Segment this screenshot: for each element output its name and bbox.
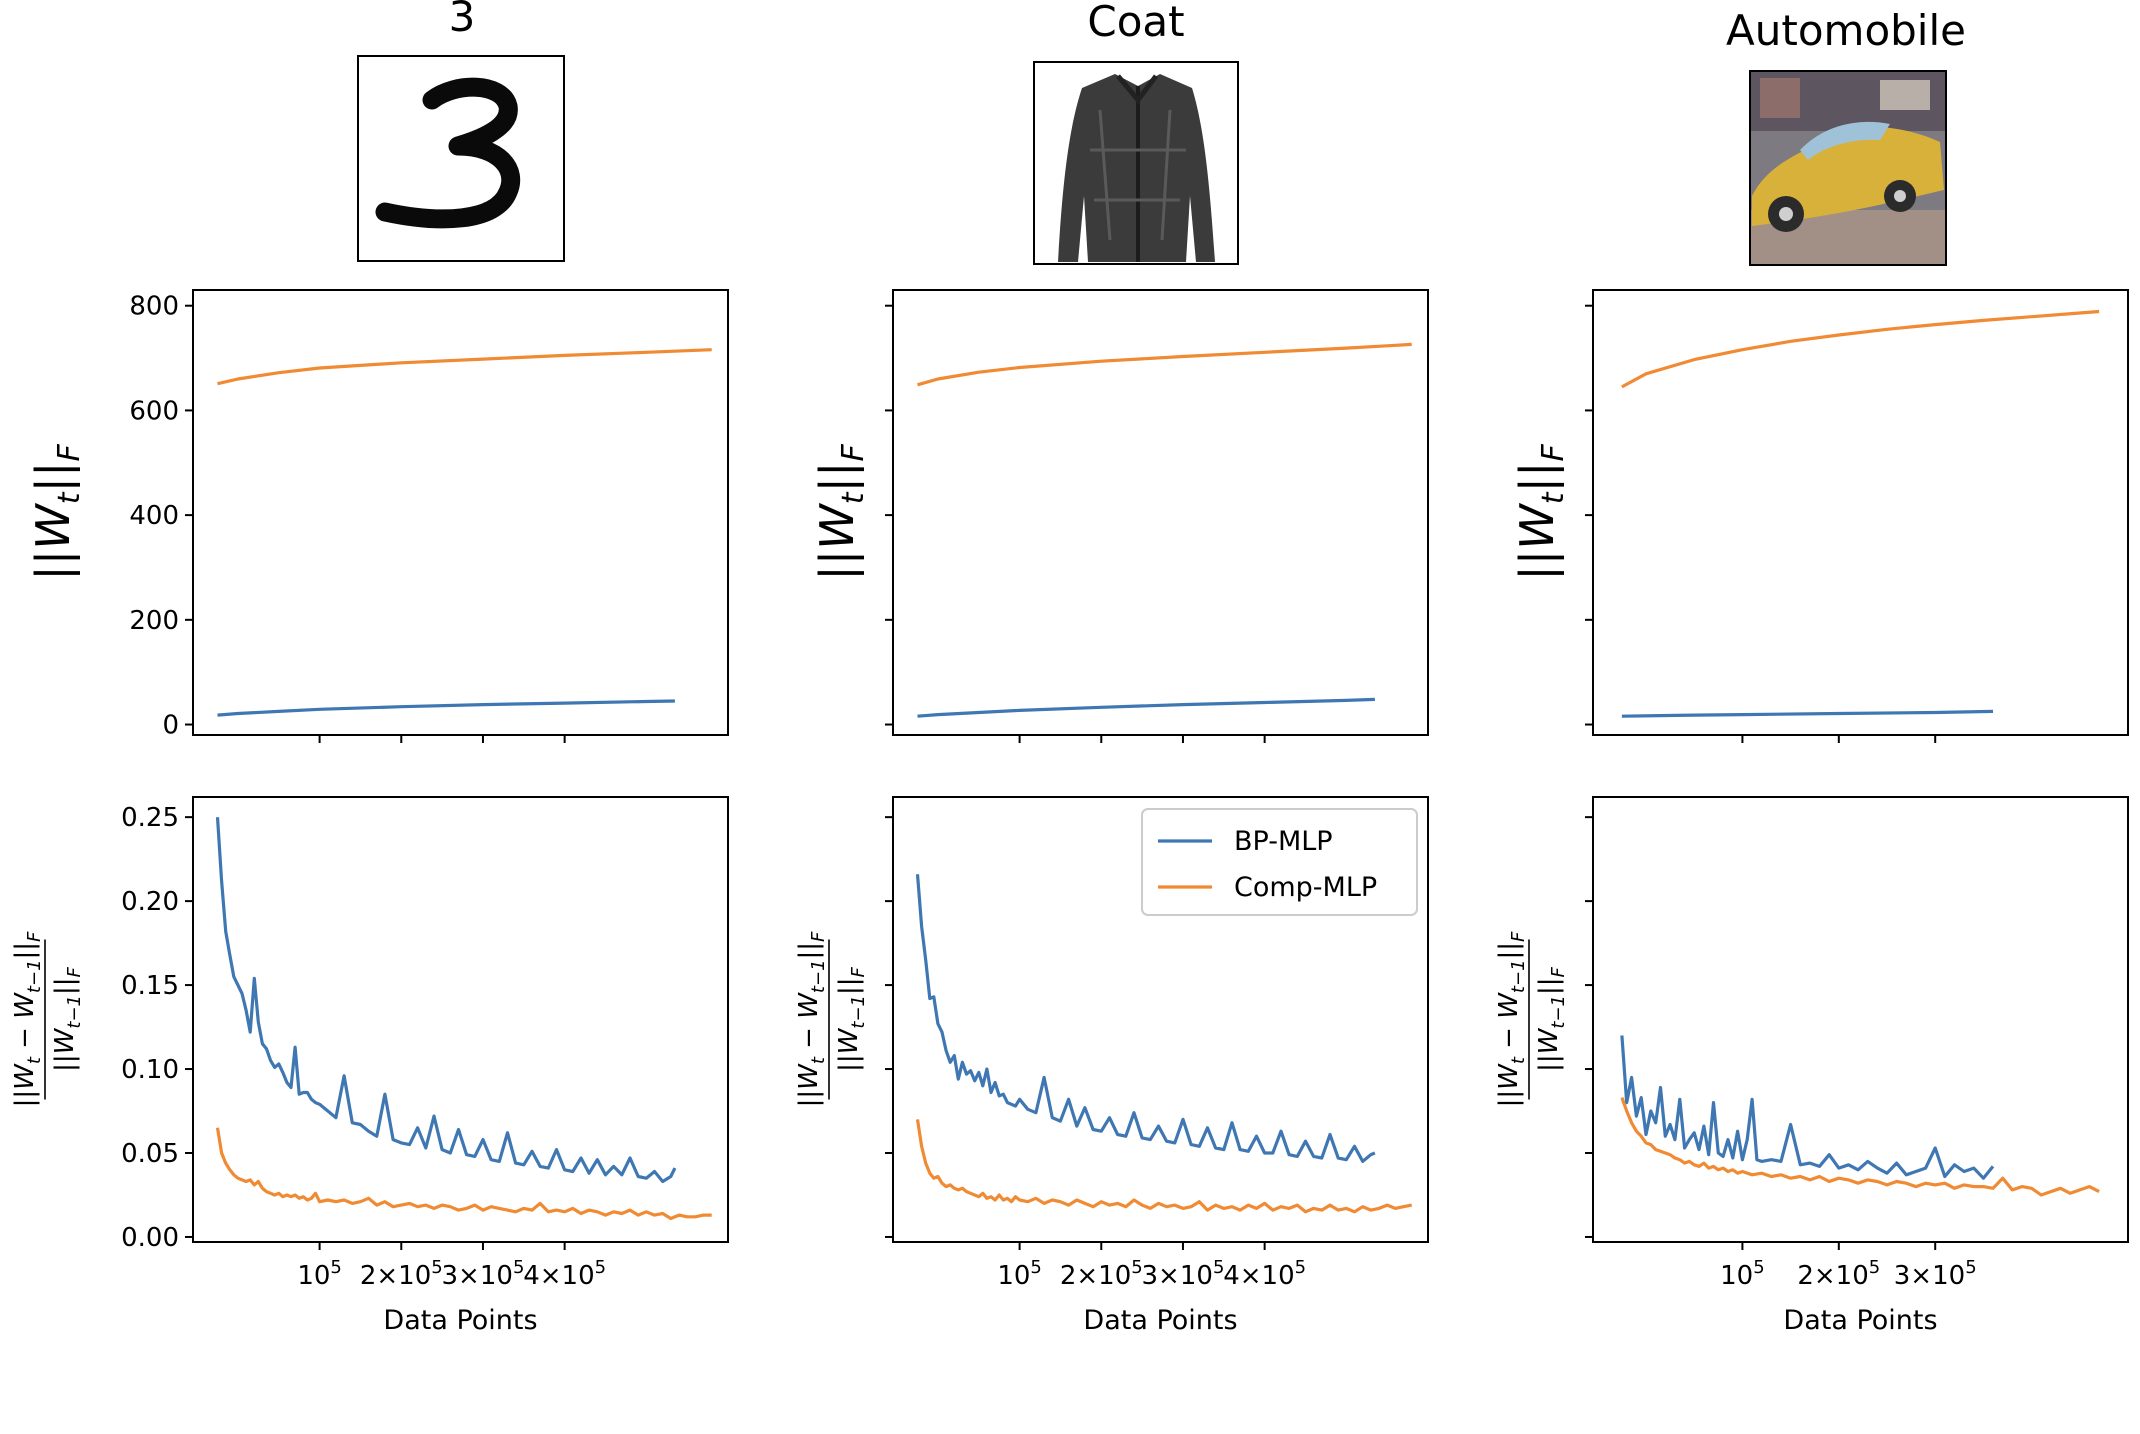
series-line-bp-mlp (917, 697, 1375, 718)
svg-text:||Wt − Wt−1||F: ||Wt − Wt−1||F (1494, 931, 1529, 1107)
series-line-bp-mlp (1621, 709, 1994, 718)
y-tick-label: 0 (162, 711, 179, 741)
series-line-bp-mlp (915, 874, 1376, 1164)
axes-frame (892, 796, 1429, 1243)
x-tick-label: 105 (1720, 1257, 1765, 1291)
y-axis-label: ||Wt||F (810, 444, 871, 581)
panel-top-left: 0 200 400 600 800 ||Wt||F (26, 289, 729, 743)
panel-top-right: ||Wt||F (1510, 289, 2129, 743)
y-tick-label: 400 (129, 501, 179, 531)
legend-label: Comp-MLP (1234, 872, 1377, 903)
series-line-bp-mlp (215, 817, 677, 1184)
axes-frame (1592, 289, 2129, 736)
x-tick-label: 3×105 (442, 1257, 525, 1291)
series-line-bp-mlp (1620, 1035, 1995, 1180)
y-tick-label: 0.10 (121, 1055, 179, 1085)
axes-frame (192, 796, 729, 1243)
series-line-comp-mlp (917, 342, 1412, 387)
column-title-right: Automobile (1726, 6, 1966, 55)
column-title-left: 3 (449, 0, 476, 41)
svg-text:||Wt−1||F: ||Wt−1||F (1534, 966, 1569, 1071)
y-tick-label: 200 (129, 606, 179, 636)
series-line-comp-mlp (915, 1119, 1413, 1214)
x-tick-label: 2×105 (1060, 1257, 1143, 1291)
y-tick-label: 0.00 (121, 1223, 179, 1253)
y-tick-label: 800 (129, 292, 179, 322)
y-axis-label: ||Wt − Wt−1||F||Wt−1||F (794, 931, 869, 1107)
x-tick-label: 2×105 (360, 1257, 443, 1291)
y-axis-label: ||Wt − Wt−1||F||Wt−1||F (1494, 931, 1569, 1107)
digit-three-thumbnail (357, 55, 565, 262)
x-tick-label: 105 (297, 1257, 342, 1291)
x-tick-label: 105 (997, 1257, 1042, 1291)
series-line-comp-mlp (215, 1127, 712, 1221)
x-tick-label: 3×105 (1894, 1257, 1977, 1291)
column-title-middle: Coat (1087, 0, 1184, 46)
y-tick-label: 0.25 (121, 803, 179, 833)
y-tick-label: 0.05 (121, 1139, 179, 1169)
legend-label: BP-MLP (1234, 826, 1333, 857)
svg-text:||Wt−1||F: ||Wt−1||F (50, 966, 85, 1071)
series-line-bp-mlp (217, 699, 675, 717)
x-axis-label: Data Points (383, 1305, 537, 1336)
x-tick-label: 4×105 (523, 1257, 606, 1291)
x-tick-label: 4×105 (1223, 1257, 1306, 1291)
coat-thumbnail (1033, 61, 1239, 265)
y-axis-label: ||Wt||F (1510, 444, 1571, 581)
panel-top-middle: ||Wt||F (810, 289, 1429, 743)
svg-text:||Wt−1||F: ||Wt−1||F (834, 966, 869, 1071)
x-tick-label: 2×105 (1797, 1257, 1880, 1291)
y-tick-label: 0.20 (121, 887, 179, 917)
series-line-comp-mlp (1621, 309, 2100, 389)
axes-frame (892, 289, 1429, 736)
series-line-comp-mlp (1620, 1097, 2100, 1197)
axes-frame (1592, 796, 2129, 1243)
x-axis-label: Data Points (1083, 1305, 1237, 1336)
y-tick-label: 600 (129, 396, 179, 426)
axes-frame (192, 289, 729, 736)
x-axis-label: Data Points (1783, 1305, 1937, 1336)
series-line-comp-mlp (217, 348, 712, 386)
automobile-thumbnail (1749, 70, 1947, 266)
panel-bottom-left: 0.00 0.05 0.10 0.15 0.20 0.25 105 2×1053×1054×1… (10, 796, 729, 1336)
svg-text:||Wt − Wt−1||F: ||Wt − Wt−1||F (794, 931, 829, 1107)
legend: BP-MLP Comp-MLP (1141, 808, 1418, 916)
y-axis-label: ||Wt − Wt−1||F||Wt−1||F (10, 931, 85, 1107)
y-axis-label: ||Wt||F (26, 444, 87, 581)
svg-text:||Wt − Wt−1||F: ||Wt − Wt−1||F (10, 931, 45, 1107)
y-tick-label: 0.15 (121, 971, 179, 1001)
panel-bottom-right: 105 2×105 3×105 Data Points ||Wt − Wt−1||F||… (1494, 796, 2129, 1336)
x-tick-label: 3×105 (1142, 1257, 1225, 1291)
